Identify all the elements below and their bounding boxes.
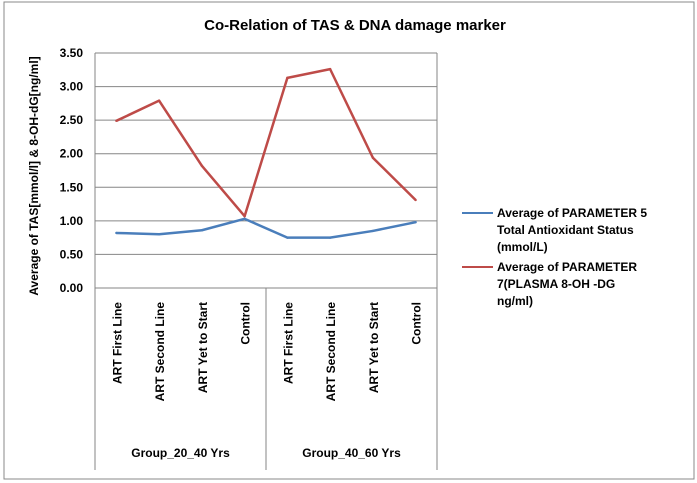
x-tick-label: ART First Line	[110, 302, 124, 384]
data-point	[286, 76, 289, 80]
data-point	[414, 221, 417, 224]
legend-label: (mmol/L)	[497, 240, 548, 254]
y-axis-label: Average of TAS[mmol/l] & 8-OH-dG[ng/ml]	[27, 56, 41, 295]
data-point	[371, 156, 375, 159]
x-tick-label: ART First Line	[281, 302, 295, 384]
y-tick-label: 3.50	[60, 46, 84, 60]
data-point	[243, 217, 246, 221]
y-tick-label: 1.00	[60, 214, 84, 228]
legend-label: ng/ml)	[497, 294, 533, 308]
x-tick-label: ART Yet to Start	[367, 302, 381, 393]
data-point	[286, 236, 289, 239]
data-point	[243, 214, 246, 218]
x-tick-label: Control	[239, 302, 253, 345]
x-tick-label: ART Yet to Start	[196, 302, 210, 393]
y-tick-label: 0.50	[60, 247, 84, 261]
series-line-1	[116, 217, 416, 239]
data-point	[115, 231, 118, 235]
y-tick-label: 3.00	[60, 80, 84, 94]
data-point	[414, 198, 417, 202]
y-tick-label: 0.00	[60, 281, 84, 295]
legend-label: Total Antioxidant Status	[497, 223, 634, 237]
x-tick-label: ART Second Line	[153, 302, 167, 402]
data-point	[157, 233, 161, 236]
group-label: Group_40_60 Yrs	[302, 446, 401, 460]
data-point	[328, 67, 332, 71]
y-tick-label: 2.00	[60, 147, 84, 161]
series-line-2	[115, 67, 417, 218]
data-point	[157, 99, 161, 102]
x-tick-label: ART Second Line	[324, 302, 338, 402]
chart-border	[3, 1, 695, 480]
data-point	[200, 229, 204, 232]
x-tick-label: Control	[410, 302, 424, 345]
chart-title: Co-Relation of TAS & DNA damage marker	[204, 17, 506, 34]
data-point	[115, 119, 118, 123]
legend-label: Average of PARAMETER 5	[497, 206, 647, 220]
legend-label: Average of PARAMETER	[497, 260, 637, 274]
data-point	[371, 229, 375, 233]
y-tick-label: 1.50	[60, 180, 84, 194]
data-point	[200, 164, 204, 167]
y-tick-label: 2.50	[60, 113, 84, 127]
data-point	[328, 236, 332, 239]
group-label: Group_20_40 Yrs	[131, 446, 230, 460]
legend-label: 7(PLASMA 8-OH -DG	[497, 277, 615, 291]
